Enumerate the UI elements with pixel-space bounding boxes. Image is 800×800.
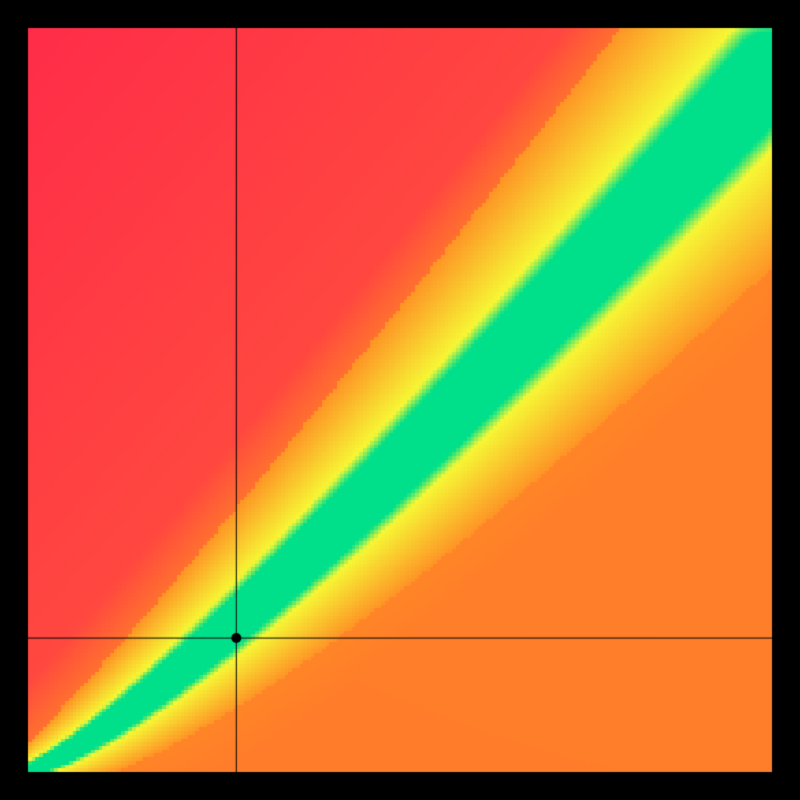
heatmap-canvas xyxy=(0,0,800,800)
figure-root: { "attribution": "TheBottleneck.com", "c… xyxy=(0,0,800,800)
